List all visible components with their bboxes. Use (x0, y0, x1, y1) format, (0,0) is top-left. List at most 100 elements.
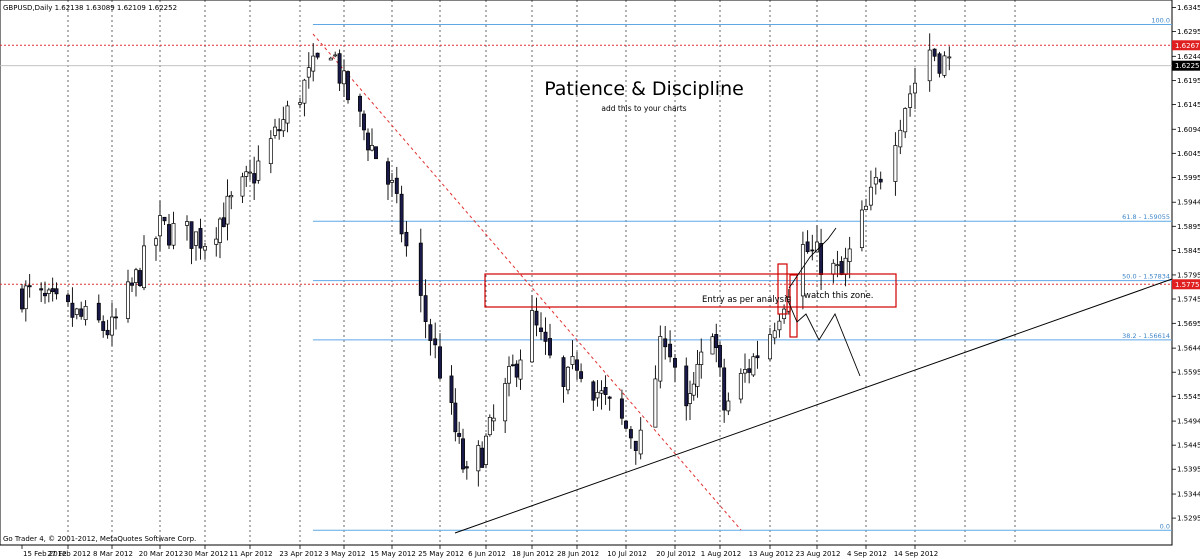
candle-body (543, 331, 548, 342)
y-tick-label: 1.59445 (1177, 199, 1200, 207)
candle-body (873, 176, 878, 185)
watch-annotation: watch this zone. (804, 291, 873, 301)
x-tick-label: 25 May 2012 (418, 550, 464, 558)
candle-body (268, 138, 273, 165)
x-tick-label: 27 Feb 2012 (47, 550, 91, 558)
y-tick-label: 1.56955 (1177, 320, 1200, 328)
candle-body (285, 105, 290, 124)
candle-body (510, 364, 515, 367)
candle-body (579, 371, 584, 379)
x-tick-label: 3 May 2012 (324, 550, 365, 558)
chart-title: Patience & Discipline (544, 78, 744, 100)
support-price-tag-bg (1172, 279, 1200, 290)
x-tick-label: 14 Sep 2012 (894, 550, 938, 558)
candle-body (663, 338, 668, 348)
candle-body (370, 145, 374, 151)
y-tick-label: 1.61455 (1177, 101, 1200, 109)
entry-candle-rect-1 (777, 263, 788, 315)
candle-body (342, 70, 346, 85)
candle-body (561, 357, 566, 387)
x-tick-label: 20 Mar 2012 (139, 550, 183, 558)
candle-body (570, 356, 575, 365)
candle-body (937, 53, 942, 74)
candle-body (346, 71, 350, 101)
x-tick-label: 23 Apr 2012 (279, 550, 322, 558)
candle-body (932, 48, 937, 57)
candle-body (198, 228, 203, 249)
projection-path-up (788, 227, 837, 289)
candle-body (815, 241, 819, 253)
candle-body (453, 402, 458, 433)
candle-body (878, 178, 883, 183)
candle-body (328, 57, 333, 61)
candle-body (575, 359, 579, 371)
candle-body (154, 238, 158, 246)
candle-body (710, 336, 715, 355)
candle-body (566, 366, 570, 391)
candle-body (252, 173, 257, 184)
y-tick-label: 1.61950 (1177, 77, 1200, 85)
x-tick-label: 1 Aug 2012 (701, 550, 741, 558)
candle-body (194, 231, 198, 246)
y-tick-label: 1.58455 (1177, 247, 1200, 255)
candle-body (658, 336, 663, 382)
candle-body (777, 320, 782, 331)
fib-label: 100.0 (1151, 16, 1170, 24)
candle-body (619, 398, 624, 419)
candle-body (374, 146, 378, 160)
candle-body (225, 195, 230, 225)
candle-body (835, 264, 840, 267)
candle-body (366, 132, 370, 151)
candle-body (126, 281, 130, 319)
x-tick-label: 18 Jun 2012 (512, 550, 554, 558)
candle-body (534, 310, 539, 326)
candle-body (394, 177, 399, 194)
candle-body (273, 126, 277, 136)
candle-body (162, 216, 167, 222)
projection-path (785, 295, 861, 377)
y-tick-label: 1.53955 (1177, 466, 1200, 474)
x-tick-label: 30 Mar 2012 (184, 550, 228, 558)
x-tick-label: 10 Jul 2012 (607, 550, 647, 558)
candle-body (221, 217, 226, 228)
candle-body (418, 242, 423, 296)
candle-body (805, 241, 810, 253)
candle-body (755, 355, 760, 359)
candle-body (518, 359, 523, 380)
uptrend-line (454, 278, 1173, 534)
candle-body (256, 160, 261, 181)
support-price-tag: 1.57758 (1175, 281, 1200, 289)
candle-body (74, 308, 79, 315)
candle-body (461, 438, 465, 470)
candle-body (628, 429, 633, 439)
candle-body (624, 420, 628, 429)
candle-body (903, 108, 908, 133)
downtrend-line (312, 33, 742, 531)
candle-body (27, 285, 32, 288)
candle-body (214, 238, 219, 245)
candle-body (306, 67, 311, 78)
candle-body (130, 282, 134, 286)
candle-body (158, 215, 162, 237)
candle-body (337, 53, 342, 84)
candle-body (399, 193, 404, 235)
candle-body (947, 56, 952, 59)
candle-body (743, 369, 747, 374)
candle-body (189, 221, 194, 249)
candle-body (218, 218, 222, 243)
y-tick-label: 1.63450 (1177, 4, 1200, 12)
candle-body (240, 176, 245, 197)
fib-label: 0.0 (1160, 522, 1170, 530)
candle-body (302, 79, 307, 104)
fib-label: 61.8 - 1.59055 (1122, 213, 1170, 221)
fib-label: 50.0 - 1.57834 (1122, 273, 1170, 281)
candle-body (695, 363, 700, 387)
candle-body (487, 417, 492, 436)
x-tick-label: 15 May 2012 (370, 550, 416, 558)
candle-body (244, 171, 249, 177)
candle-body (70, 302, 75, 318)
candle-body (464, 466, 469, 469)
candle-body (507, 366, 511, 384)
